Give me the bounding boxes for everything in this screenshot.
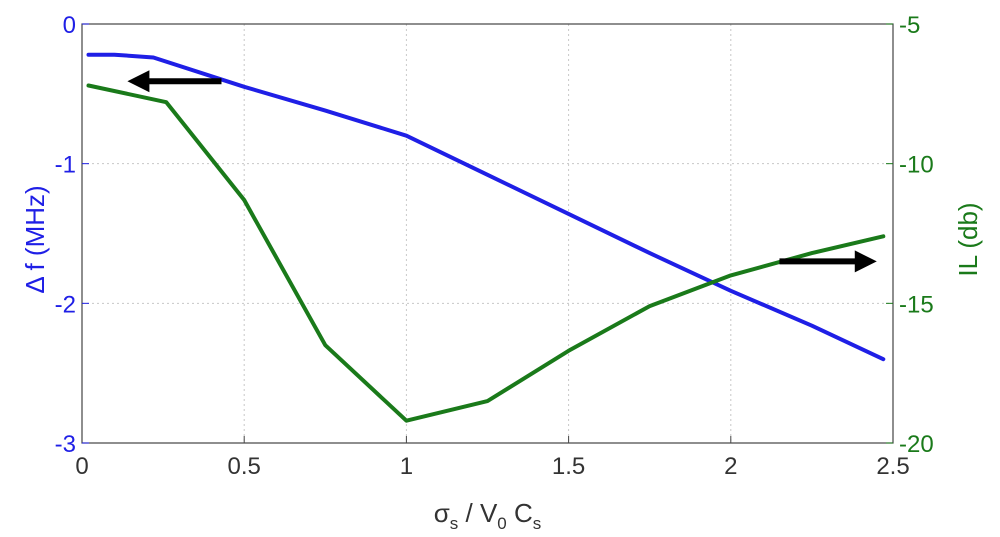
left-y-tick-label: -1 (55, 152, 76, 179)
left-y-axis-ticks: 0 -1 -2 -3 (55, 12, 89, 458)
right-y-tick-label: -10 (899, 152, 934, 179)
x-axis-ticks: 0 0.5 1 1.5 2 2.5 (75, 436, 910, 480)
freq-shift-series-line (86, 52, 886, 362)
right-y-axis-label: IL (db) (953, 202, 983, 276)
right-y-tick-label: -20 (899, 431, 934, 458)
right-y-tick-label: -5 (899, 12, 920, 39)
left-y-tick-label: 0 (63, 12, 76, 39)
right-y-axis-ticks: -5 -10 -15 -20 (886, 12, 934, 458)
arrow-layer (127, 70, 877, 273)
left-y-axis-label: Δ f (MHz) (20, 185, 50, 293)
arrow-head (854, 250, 877, 273)
plot-frame (81, 23, 894, 444)
left-y-tick-label: -3 (55, 431, 76, 458)
x-tick-label: 0.5 (228, 453, 261, 480)
x-tick-label: 1 (400, 453, 413, 480)
x-tick-label: 2 (724, 453, 737, 480)
left-y-tick-label: -2 (55, 291, 76, 318)
arrow-left (127, 70, 222, 93)
x-tick-label: 2.5 (876, 453, 909, 480)
x-tick-label: 1.5 (552, 453, 585, 480)
grid-lines (82, 24, 893, 443)
right-y-tick-label: -15 (899, 291, 934, 318)
x-tick-label: 0 (75, 453, 88, 480)
x-axis-label: σs / V0 Cs (434, 498, 542, 533)
insertion-loss-series-line (86, 83, 886, 423)
arrow-right (779, 250, 877, 273)
arrow-head (127, 70, 150, 93)
series-layer (86, 52, 886, 423)
